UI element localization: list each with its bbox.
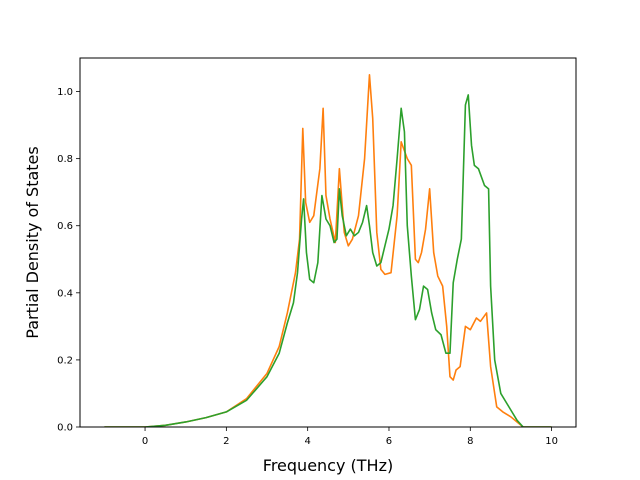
x-tick-label: 4 bbox=[304, 436, 310, 447]
x-tick-label: 6 bbox=[386, 436, 392, 447]
y-tick-label: 1.0 bbox=[57, 87, 73, 98]
axes-frame bbox=[79, 57, 577, 428]
y-tick-label: 0.2 bbox=[57, 355, 73, 366]
x-tick-label: 2 bbox=[223, 436, 229, 447]
x-axis-ticks: 0 2 4 6 8 10 bbox=[142, 427, 558, 447]
x-tick-label: 8 bbox=[467, 436, 473, 447]
y-axis-label: Partial Density of States bbox=[23, 146, 42, 338]
y-tick-label: 0.8 bbox=[57, 154, 73, 165]
y-tick-label: 0.6 bbox=[57, 221, 73, 232]
series-line-2 bbox=[104, 94, 552, 427]
x-axis-label: Frequency (THz) bbox=[263, 456, 393, 475]
y-axis-ticks: 0.0 0.2 0.4 0.6 0.8 1.0 bbox=[57, 87, 80, 434]
y-tick-label: 0.0 bbox=[57, 423, 73, 434]
x-tick-label: 0 bbox=[142, 436, 148, 447]
series-layer bbox=[104, 73, 552, 427]
x-tick-label: 10 bbox=[545, 436, 558, 447]
y-tick-label: 0.4 bbox=[57, 288, 73, 299]
series-line-1 bbox=[104, 73, 552, 427]
